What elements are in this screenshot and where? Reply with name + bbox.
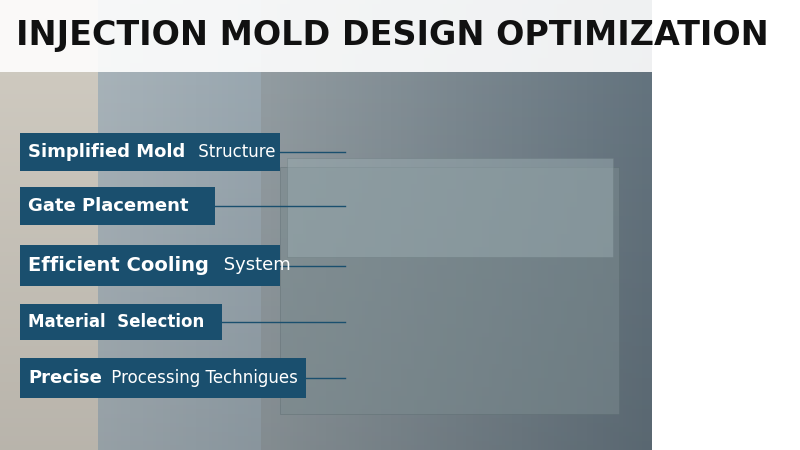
Text: Material  Selection: Material Selection <box>28 313 204 331</box>
Text: Precise: Precise <box>28 369 102 387</box>
FancyBboxPatch shape <box>0 0 652 72</box>
Text: Processing Technigues: Processing Technigues <box>106 369 298 387</box>
FancyBboxPatch shape <box>286 158 613 256</box>
Text: Simplified Mold: Simplified Mold <box>28 143 186 161</box>
Text: Gate Placement: Gate Placement <box>28 197 189 215</box>
Text: System: System <box>218 256 291 274</box>
Text: Structure: Structure <box>194 143 276 161</box>
FancyBboxPatch shape <box>19 358 306 398</box>
FancyBboxPatch shape <box>19 245 280 286</box>
Text: INJECTION MOLD DESIGN OPTIMIZATION: INJECTION MOLD DESIGN OPTIMIZATION <box>16 18 769 52</box>
FancyBboxPatch shape <box>19 304 222 340</box>
FancyBboxPatch shape <box>280 166 619 414</box>
FancyBboxPatch shape <box>19 133 280 171</box>
FancyBboxPatch shape <box>19 187 215 225</box>
Text: Efficient Cooling: Efficient Cooling <box>28 256 209 275</box>
